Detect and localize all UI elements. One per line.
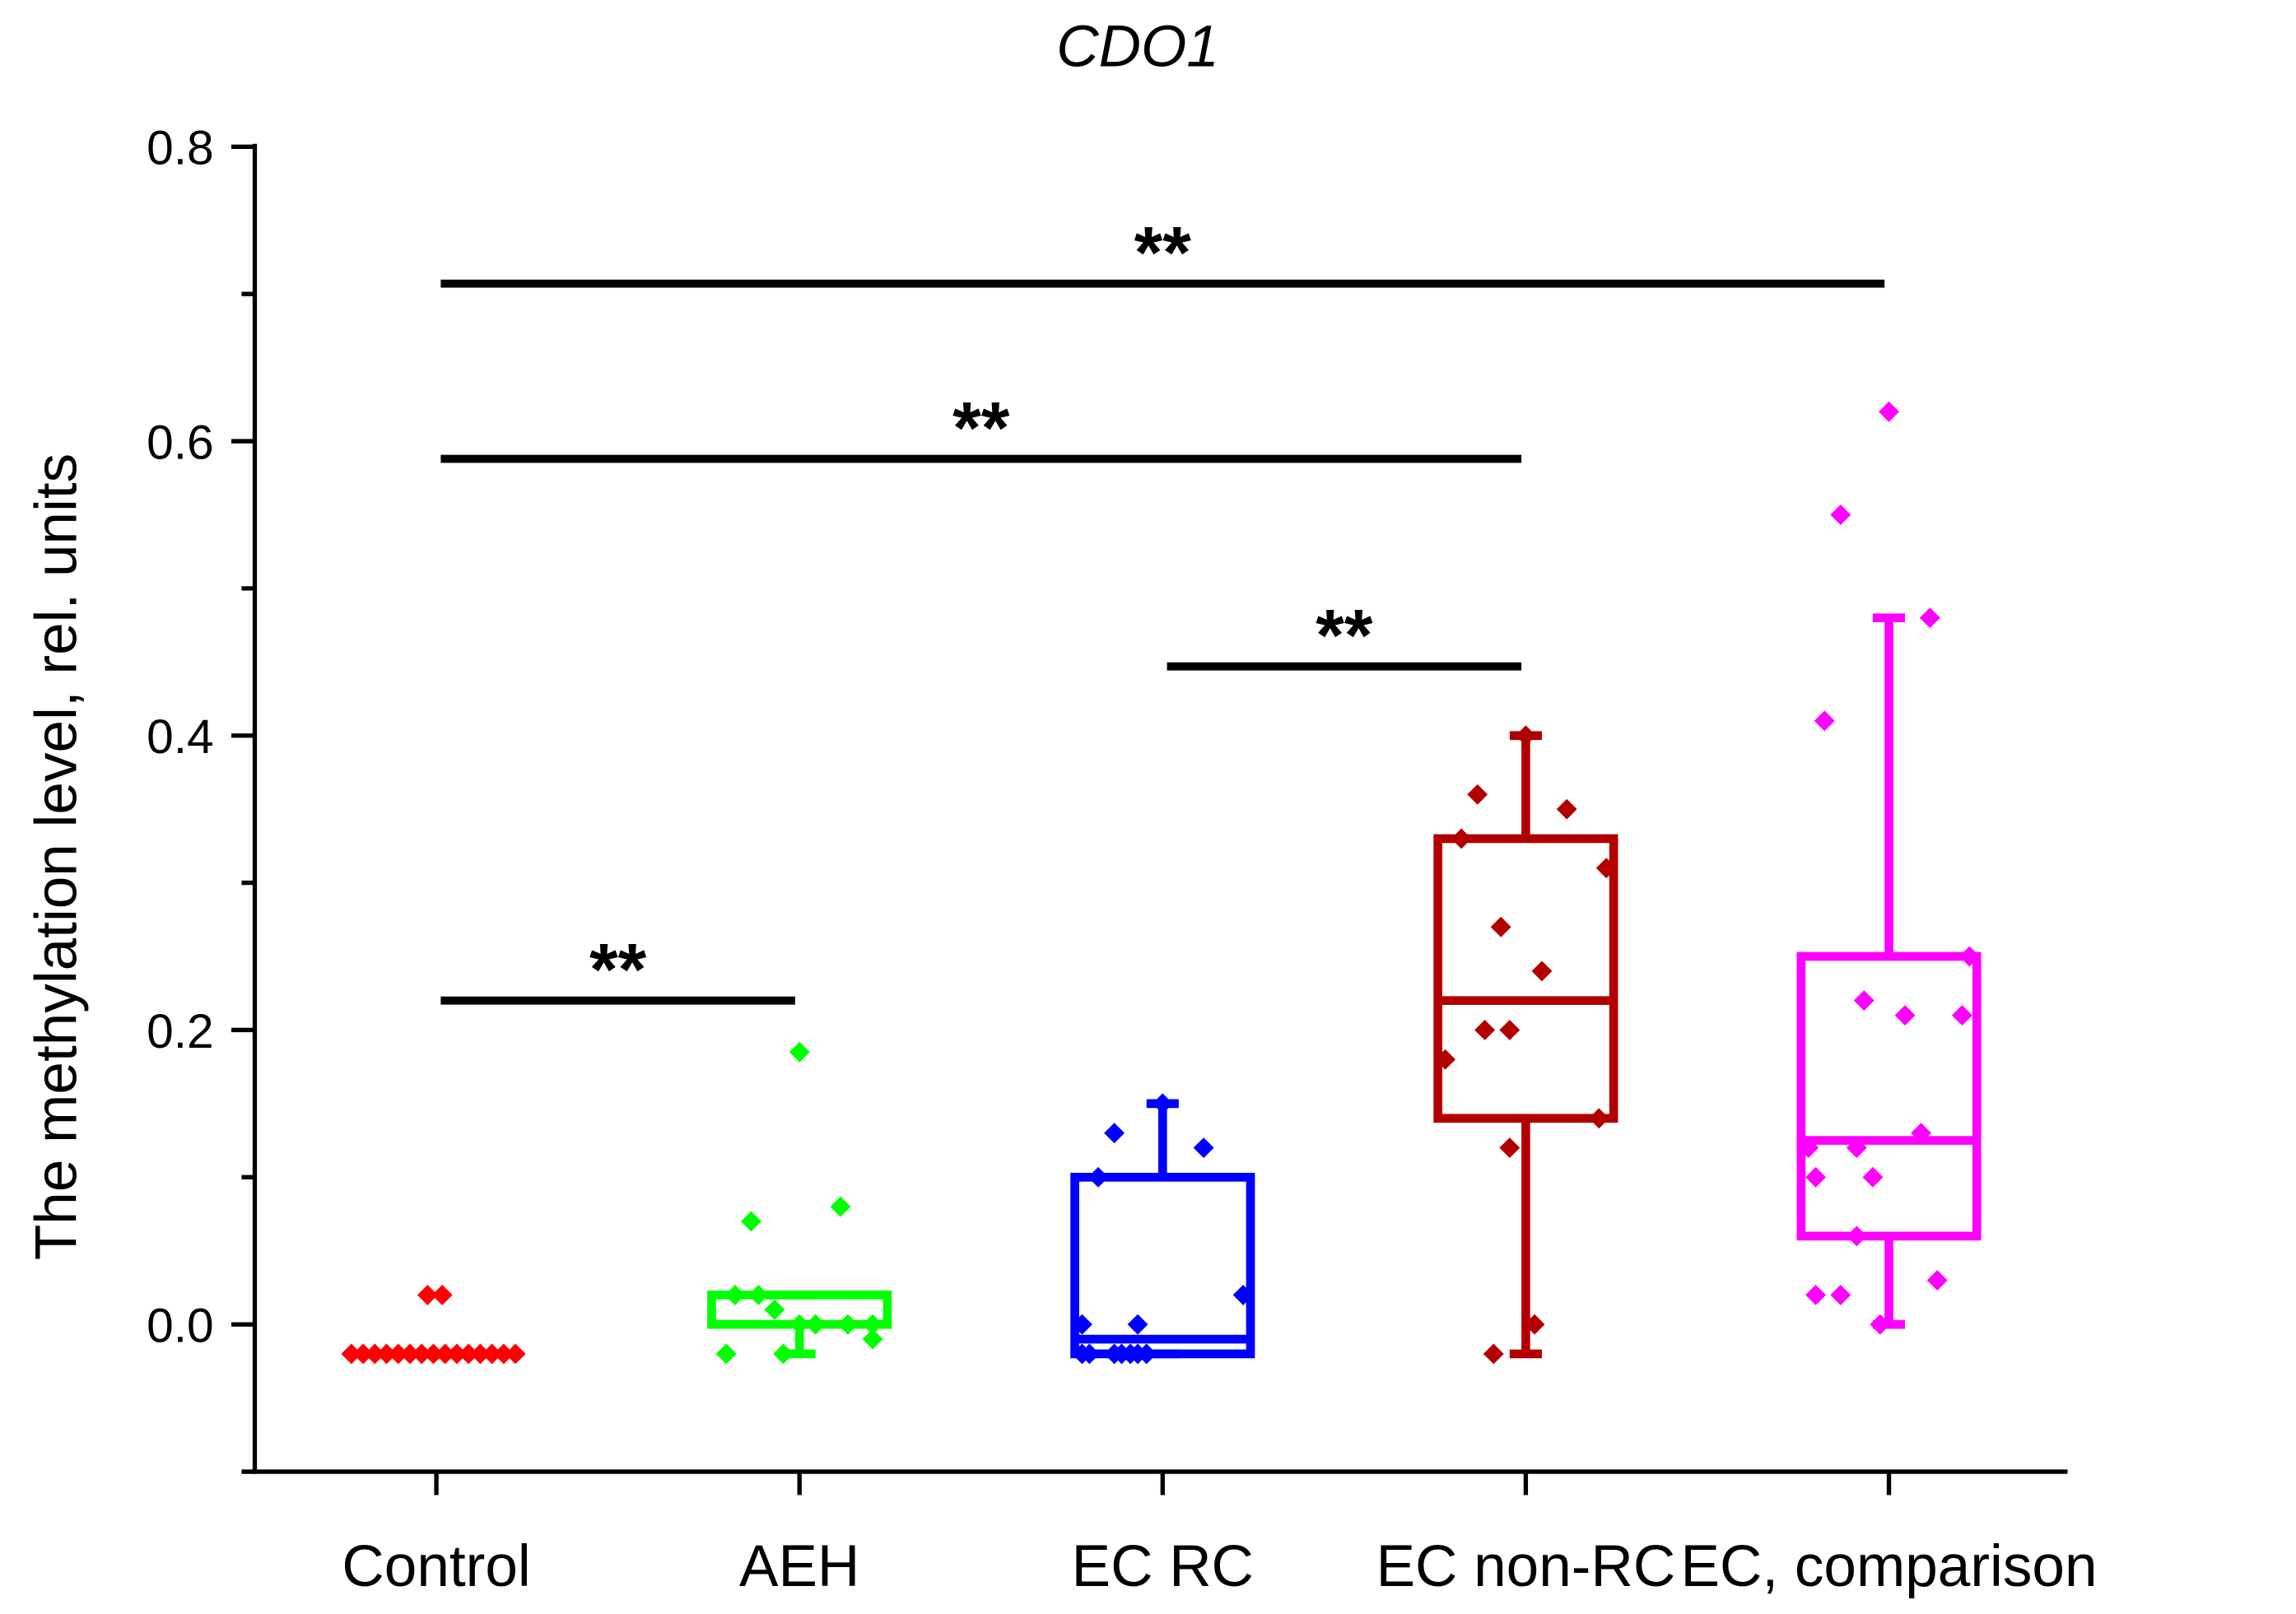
data-point: [1087, 1166, 1109, 1188]
data-point: [364, 1343, 385, 1365]
data-point: [1451, 828, 1472, 849]
data-point: [1846, 1226, 1867, 1247]
data-point: [1072, 1314, 1092, 1335]
data-point: [1104, 1123, 1125, 1144]
data-points: [341, 401, 1980, 1365]
data-point: [505, 1343, 526, 1365]
data-point: [446, 1343, 468, 1365]
data-point: [1152, 1093, 1173, 1114]
data-point: [1127, 1314, 1148, 1335]
data-point: [469, 1343, 491, 1365]
data-point: [1499, 1137, 1521, 1158]
data-point: [458, 1343, 479, 1365]
data-point: [352, 1343, 374, 1365]
x-tick-label: AEH: [739, 1534, 859, 1599]
data-point: [1499, 1020, 1521, 1040]
box: [1796, 951, 1982, 1241]
data-point: [399, 1343, 421, 1365]
data-point: [1919, 607, 1940, 629]
chart-title: CDO1: [1056, 14, 1219, 79]
data-point: [724, 1284, 746, 1305]
data-point: [1556, 798, 1577, 820]
data-point: [830, 1196, 851, 1217]
data-point: [741, 1211, 761, 1232]
boxes: [707, 613, 1982, 1359]
data-point: [1814, 710, 1835, 732]
data-point: [1072, 1343, 1092, 1365]
x-tick-label: EC non-RC: [1376, 1534, 1676, 1599]
y-tick-label: 0.4: [147, 710, 214, 764]
data-point: [482, 1343, 503, 1365]
box: [1433, 834, 1618, 1123]
axes: 0.0 0.2 0.4 0.6 0.8 Control AEH EC RC EC non-RC E…: [147, 122, 2097, 1599]
data-point: [1870, 1314, 1891, 1335]
data-point: [1524, 1314, 1545, 1335]
y-tick-label: 0.0: [147, 1300, 214, 1353]
data-point: [715, 1343, 737, 1365]
data-point: [431, 1284, 453, 1305]
data-point: [1862, 1166, 1884, 1188]
data-point: [388, 1343, 409, 1365]
data-point: [1474, 1020, 1496, 1040]
significance-bars: ** ** ** **: [440, 212, 1885, 1011]
significance-label: **: [589, 928, 647, 1011]
significance-label: **: [952, 386, 1010, 468]
data-point: [789, 1041, 810, 1063]
data-point: [1467, 784, 1488, 805]
data-point: [1595, 858, 1617, 879]
data-point: [1588, 1108, 1609, 1129]
data-point: [1894, 1005, 1916, 1026]
data-point: [747, 1284, 769, 1305]
data-point: [376, 1343, 398, 1365]
data-point: [1911, 1123, 1932, 1144]
y-tick-label: 0.6: [147, 416, 214, 469]
data-point: [789, 1314, 810, 1335]
data-point: [493, 1343, 515, 1365]
data-point: [1232, 1284, 1254, 1305]
data-point: [417, 1284, 438, 1305]
data-point: [1805, 1166, 1827, 1188]
x-tick-label: EC, comparison: [1681, 1534, 2098, 1599]
significance-label: **: [1316, 594, 1373, 677]
data-point: [1830, 505, 1851, 525]
data-point: [1490, 916, 1511, 937]
data-point: [1104, 1343, 1125, 1365]
data-point: [805, 1314, 827, 1335]
data-point: [1853, 990, 1875, 1012]
data-point: [764, 1299, 785, 1320]
data-point: [1435, 1049, 1456, 1070]
data-point: [1531, 960, 1553, 982]
data-point: [423, 1343, 444, 1365]
data-point: [837, 1314, 859, 1335]
data-point: [1120, 1343, 1141, 1365]
data-point: [1515, 725, 1536, 747]
y-tick-label: 0.8: [147, 122, 214, 175]
y-tick-label: 0.2: [147, 1005, 214, 1058]
data-point: [773, 1343, 794, 1365]
data-point: [862, 1328, 883, 1350]
data-point: [1879, 401, 1899, 422]
significance-label: **: [1134, 212, 1192, 294]
data-point: [1798, 1137, 1819, 1158]
data-point: [862, 1314, 883, 1335]
data-point: [1193, 1137, 1214, 1158]
data-point: [1830, 1284, 1851, 1305]
x-tick-label: EC RC: [1072, 1534, 1254, 1599]
data-point: [1483, 1343, 1504, 1365]
box: [1070, 1172, 1255, 1359]
data-point: [435, 1343, 456, 1365]
x-tick-label: Control: [342, 1534, 530, 1599]
data-point: [1952, 1005, 1972, 1026]
data-point: [1926, 1270, 1948, 1291]
data-point: [1805, 1284, 1827, 1305]
data-point: [1846, 1137, 1867, 1158]
data-point: [411, 1343, 432, 1365]
y-axis-label: The methylation level, rel. units: [24, 454, 89, 1260]
